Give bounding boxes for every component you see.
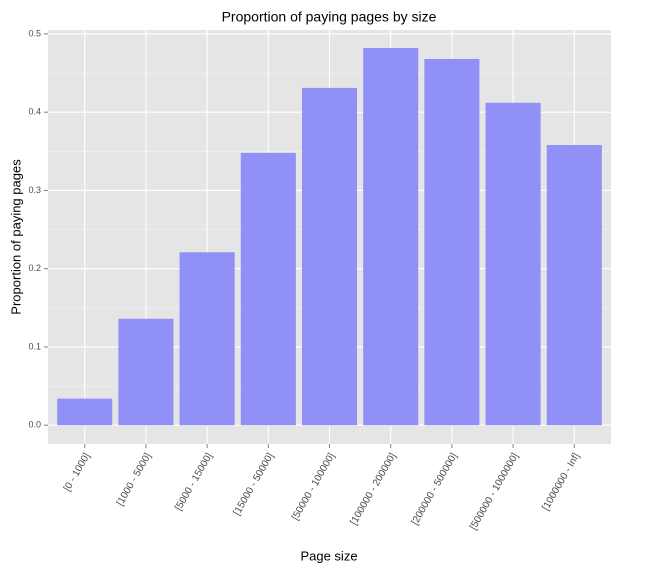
x-tick-label: [15000 - 50000] [232, 451, 277, 517]
bar [240, 152, 296, 426]
x-tick-label: [1000000 - Inf] [540, 451, 582, 513]
x-tick-label: [50000 - 100000] [290, 451, 337, 522]
x-tick-label: [1000 - 5000] [115, 451, 154, 508]
bar [57, 398, 113, 426]
bar [301, 87, 358, 426]
x-tick-label: [5000 - 15000] [173, 451, 215, 513]
x-axis-label: Page size [300, 548, 357, 563]
x-tick-label: [500000 - 1000000] [468, 451, 521, 532]
bar [179, 252, 235, 426]
y-tick-label: 0.5 [28, 28, 41, 38]
bar [546, 145, 602, 426]
chart-title: Proportion of paying pages by size [222, 9, 437, 25]
bar [485, 102, 541, 426]
y-tick-label: 0.2 [28, 263, 41, 273]
y-tick-label: 0.1 [28, 341, 41, 351]
x-tick-label: [200000 - 500000] [410, 451, 460, 527]
y-tick-label: 0.3 [28, 185, 41, 195]
bar [118, 318, 174, 426]
x-tick-label: [100000 - 200000] [348, 451, 398, 527]
y-tick-label: 0.0 [28, 420, 41, 430]
y-axis-label: Proportion of paying pages [8, 159, 23, 315]
bar [424, 58, 480, 426]
bar [363, 48, 419, 426]
y-tick-label: 0.4 [28, 107, 41, 117]
x-tick-label: [0 - 1000] [62, 451, 93, 493]
